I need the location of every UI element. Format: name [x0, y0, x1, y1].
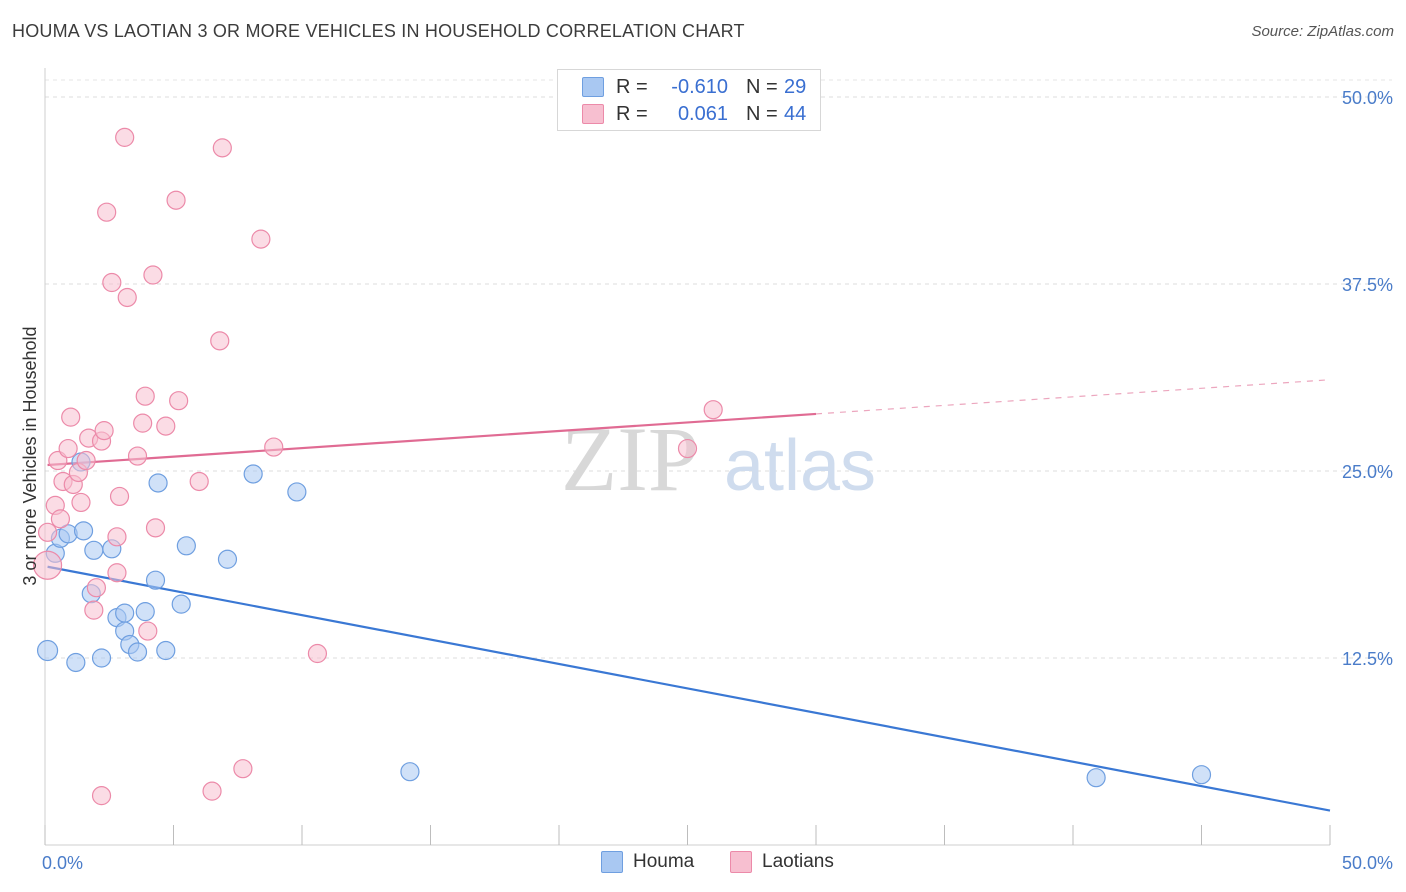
point-houma [127, 642, 148, 662]
point-houma [66, 652, 86, 673]
point-laotians [133, 413, 153, 433]
point-houma [217, 549, 238, 569]
point-laotians [156, 416, 176, 436]
point-laotians [127, 446, 148, 466]
point-laotians [307, 643, 328, 664]
point-laotians [251, 229, 271, 249]
point-laotians [703, 400, 723, 420]
legend-n-label: N = [746, 75, 778, 98]
chart-title: HOUMA VS LAOTIAN 3 OR MORE VEHICLES IN H… [12, 21, 745, 41]
trendline-laotians [47, 412, 817, 467]
series-legend-houma[interactable]: Houma [601, 851, 694, 873]
legend-n-label: N = [746, 102, 778, 125]
series-swatch-laotians [730, 851, 752, 873]
point-laotians [210, 331, 230, 351]
y-tick-label: 12.5% [1342, 649, 1393, 669]
x-tick-label: 0.0% [42, 853, 83, 873]
series-legend-laotians[interactable]: Laotians [730, 851, 834, 873]
point-houma [148, 473, 168, 493]
point-houma [176, 536, 196, 556]
point-houma [115, 603, 135, 623]
point-laotians [145, 518, 166, 538]
axes [44, 68, 1331, 846]
point-houma [73, 521, 94, 541]
point-laotians [91, 786, 112, 806]
y-tick-label: 25.0% [1342, 462, 1393, 482]
legend-swatch-houma [582, 77, 604, 97]
point-laotians [84, 600, 104, 620]
point-laotians [71, 492, 91, 513]
point-laotians [97, 202, 117, 222]
point-laotians [107, 563, 127, 583]
legend-r-label: R = [616, 75, 648, 98]
x-tick-label: 50.0% [1342, 853, 1393, 873]
point-houma [156, 640, 176, 661]
point-houma [171, 594, 191, 614]
point-houma [243, 464, 263, 484]
source-label: Source: ZipAtlas.com [1251, 23, 1394, 40]
trend-lines [47, 379, 1331, 812]
legend-n-value-laotians: 44 [784, 102, 807, 125]
point-houma [1191, 765, 1212, 785]
point-laotians [76, 450, 96, 471]
point-laotians [189, 471, 209, 492]
series-legend: Houma Laotians [0, 851, 1406, 877]
watermark-atlas: atlas [724, 426, 876, 506]
point-laotians [50, 509, 71, 529]
correlation-legend: R = -0.610 N = 29 R = 0.061 N = 44 [557, 69, 821, 131]
trendline-laotians-extension [815, 379, 1331, 415]
point-laotians [135, 386, 155, 406]
point-laotians [61, 407, 81, 427]
point-houma [84, 540, 104, 560]
point-houma [135, 602, 155, 622]
point-laotians [58, 438, 78, 459]
point-laotians [117, 287, 137, 308]
point-houma [1086, 768, 1106, 788]
watermark: ZIP atlas [561, 408, 876, 510]
point-laotians [212, 138, 232, 158]
legend-r-label: R = [616, 102, 648, 125]
series-name-houma: Houma [633, 851, 695, 872]
point-laotians [37, 522, 58, 542]
legend-row-laotians: R = 0.061 N = 44 [582, 101, 806, 127]
point-laotians [115, 127, 135, 147]
data-points [32, 127, 1212, 806]
point-laotians [109, 486, 130, 507]
point-houma [145, 570, 166, 590]
tick-labels: 12.5% 25.0% 37.5% 50.0% 0.0% 50.0% [42, 88, 1393, 873]
point-laotians [264, 437, 284, 457]
series-name-laotians: Laotians [762, 851, 834, 872]
point-houma [36, 639, 59, 662]
trendline-houma [47, 565, 1331, 812]
series-swatch-houma [601, 851, 623, 873]
legend-r-value-houma: -0.610 [671, 75, 728, 98]
point-laotians [677, 438, 698, 459]
y-tick-label: 37.5% [1342, 275, 1393, 295]
point-laotians [32, 550, 63, 580]
point-laotians [202, 781, 222, 801]
point-laotians [102, 272, 122, 293]
legend-row-houma: R = -0.610 N = 29 [582, 74, 806, 100]
y-tick-label: 50.0% [1342, 88, 1393, 108]
point-laotians [94, 421, 114, 441]
point-laotians [166, 190, 186, 210]
legend-n-value-houma: 29 [784, 75, 807, 98]
point-laotians [86, 578, 107, 598]
legend-swatch-laotians [582, 104, 604, 124]
legend-r-value-laotians: 0.061 [677, 102, 728, 125]
grid-lines [45, 79, 1392, 659]
point-laotians [107, 527, 127, 547]
point-laotians [138, 621, 158, 641]
point-laotians [143, 265, 163, 285]
point-houma [287, 482, 307, 502]
point-houma [400, 762, 420, 782]
point-laotians [169, 391, 189, 411]
watermark-zip: ZIP [561, 408, 699, 510]
y-axis-label: 3 or more Vehicles in Household [20, 326, 40, 585]
point-laotians [233, 759, 253, 779]
point-houma [91, 648, 112, 668]
